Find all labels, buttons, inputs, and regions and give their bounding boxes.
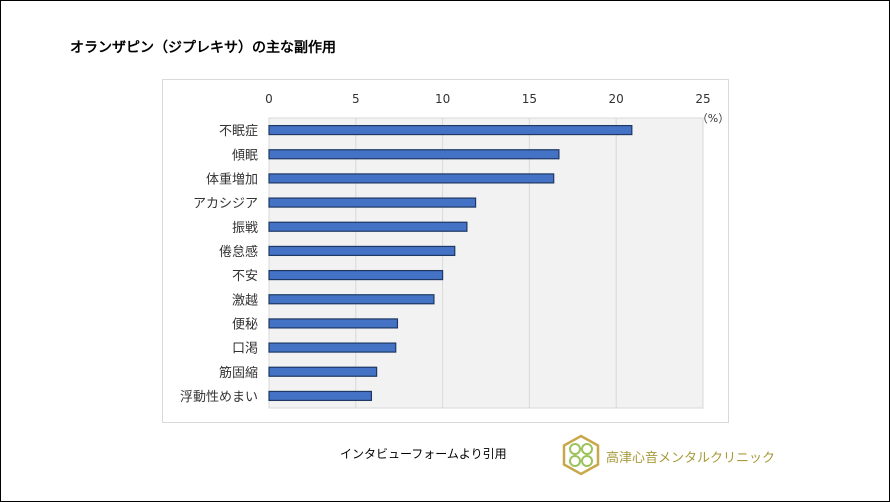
x-tick-label: 25: [695, 92, 710, 106]
category-label: 不安: [232, 269, 258, 284]
clinic-name: 高津心音メンタルクリニック: [606, 451, 776, 466]
category-label: 口渇: [232, 341, 258, 357]
x-tick-label: 15: [522, 92, 537, 106]
bar-12: [268, 390, 373, 402]
page-title: オランザピン（ジプレキサ）の主な副作用: [70, 40, 336, 56]
clinic-logo-icon: [562, 434, 600, 476]
category-label: 便秘: [232, 317, 258, 332]
x-tick-label: 10: [435, 92, 450, 106]
category-label: 浮動性めまい: [180, 390, 258, 405]
bar-6: [268, 245, 456, 257]
bar-4: [268, 197, 477, 208]
source-note: インタビューフォームより引用: [340, 447, 507, 461]
category-label: 筋固縮: [219, 365, 258, 381]
category-label: 激越: [232, 293, 258, 308]
bar-3: [268, 173, 555, 184]
x-tick-label: 5: [352, 92, 360, 106]
category-label: 不眠症: [219, 124, 258, 139]
bar-11: [268, 366, 378, 377]
bar-1: [268, 124, 633, 136]
category-label: 傾眠: [232, 148, 258, 163]
bar-8: [268, 294, 435, 305]
category-label: 振戦: [232, 221, 258, 236]
unit-label: （%）: [697, 112, 729, 125]
bar-7: [268, 269, 444, 281]
bar-10: [268, 342, 397, 353]
bar-2: [268, 149, 560, 160]
x-tick-label: 20: [609, 92, 624, 106]
plot-area: [268, 117, 704, 409]
bar-9: [268, 318, 399, 329]
bar-5: [268, 221, 468, 232]
category-label: 体重増加: [206, 171, 258, 187]
x-tick-label: 0: [265, 92, 273, 106]
category-label: アカシジア: [193, 197, 258, 212]
category-label: 倦怠感: [219, 244, 258, 260]
